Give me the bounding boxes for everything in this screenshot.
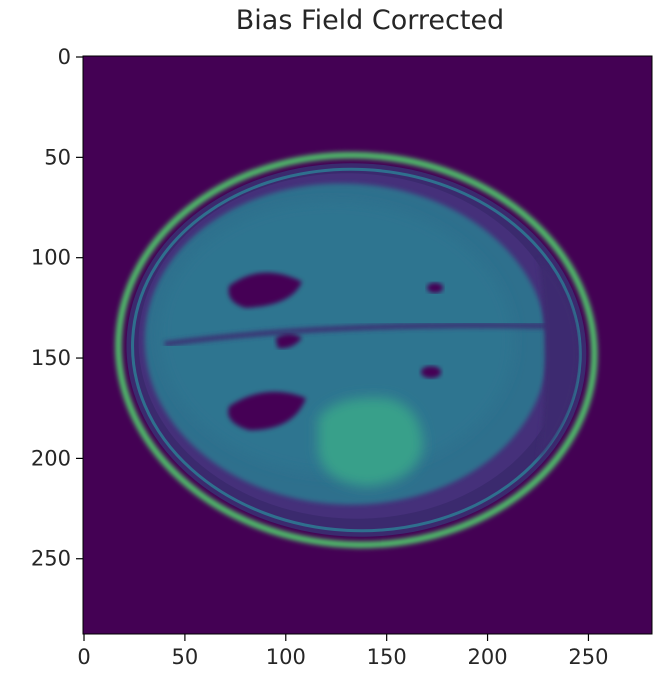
x-tick-label: 250 (568, 645, 608, 669)
y-tick-label: 0 (58, 45, 71, 69)
y-tick-label: 250 (31, 547, 71, 571)
axes-frame (82, 55, 653, 635)
y-tick-label: 150 (31, 346, 71, 370)
image-area (83, 56, 652, 634)
x-tick-label: 0 (77, 645, 90, 669)
axes-ticks: 0 50 100 150 200 250 0 50 100 150 200 250 (31, 45, 653, 669)
x-tick-label: 50 (172, 645, 199, 669)
x-tick-label: 100 (266, 645, 306, 669)
x-tick-label: 200 (468, 645, 508, 669)
x-tick-label: 150 (367, 645, 407, 669)
y-tick-label: 50 (44, 145, 71, 169)
chart-title: Bias Field Corrected (236, 5, 504, 36)
y-tick-label: 100 (31, 246, 71, 270)
y-tick-label: 200 (31, 446, 71, 470)
mri-slice (115, 152, 598, 549)
